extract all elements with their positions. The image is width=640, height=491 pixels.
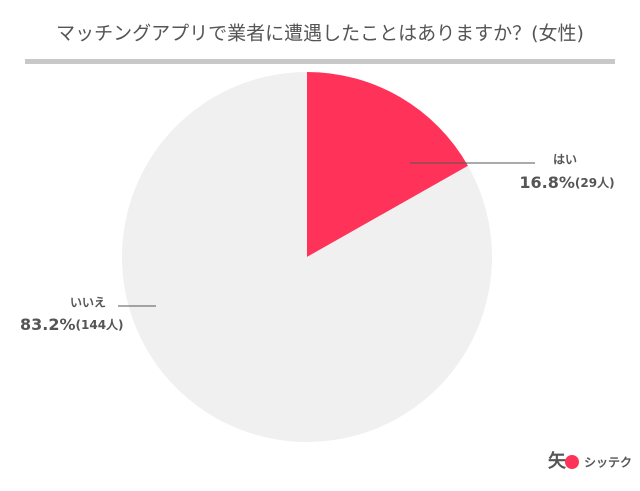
title-rule [25, 59, 615, 64]
pie-slice [121, 72, 493, 442]
value-count: (144人) [76, 317, 124, 332]
value-percent: 83.2% [20, 315, 76, 334]
logo: 矢 シッテク [548, 450, 632, 472]
logo-mark: 矢 [548, 450, 567, 472]
category-label: はい [553, 153, 577, 167]
value-count: (29人) [575, 175, 615, 190]
value-label: 16.8%(29人) [519, 173, 614, 192]
category-label: いいえ [70, 296, 106, 310]
logo-text: シッテク [584, 456, 632, 470]
chart-title: マッチングアプリで業者に遭遇したことはありますか？(女性) [56, 23, 584, 45]
value-percent: 16.8% [519, 173, 575, 192]
logo-dot [565, 455, 579, 469]
pie-slice [307, 72, 468, 257]
value-label: 83.2%(144人) [20, 315, 124, 334]
